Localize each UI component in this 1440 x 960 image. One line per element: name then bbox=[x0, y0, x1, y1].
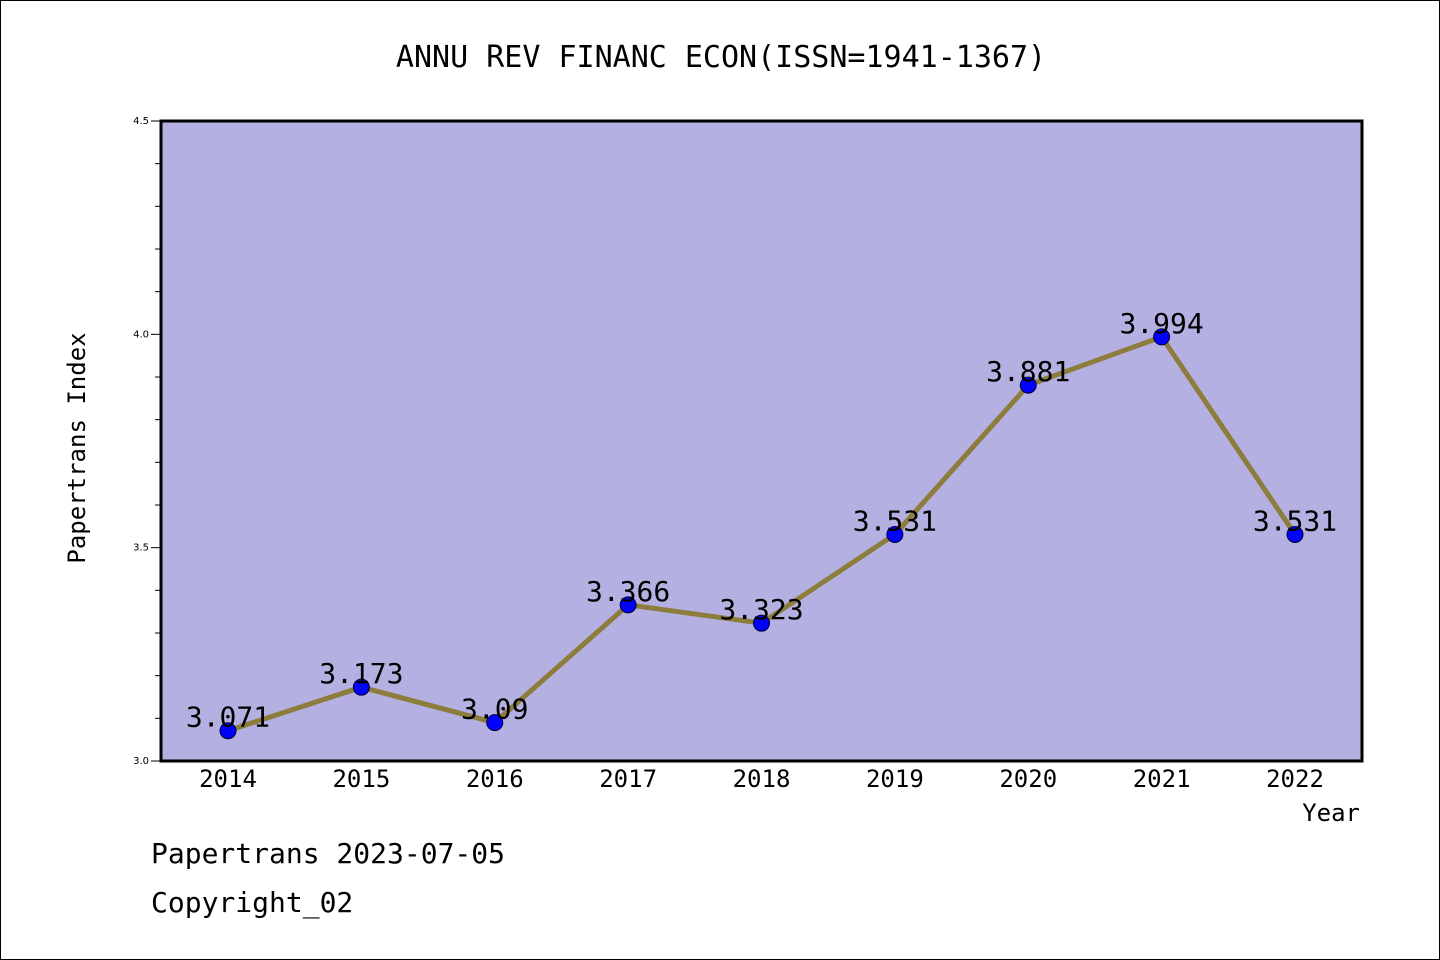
x-tick-label: 2020 bbox=[999, 765, 1057, 793]
series: 3.071 3.173 3.09 3.366 3.323 3.531 3.881 3.994 3… bbox=[186, 307, 1337, 740]
data-label: 3.881 bbox=[986, 355, 1070, 388]
data-point bbox=[753, 614, 770, 632]
data-point bbox=[1286, 525, 1304, 543]
x-tick-label: 2021 bbox=[1133, 765, 1191, 793]
y-tick-label: 4.5 bbox=[133, 116, 149, 127]
footer-copyright: Copyright_02 bbox=[151, 886, 354, 919]
x-tick-label: 2016 bbox=[466, 765, 524, 793]
data-label: 3.071 bbox=[186, 701, 270, 734]
data-point bbox=[219, 722, 237, 740]
plot-area bbox=[159, 119, 1364, 763]
footer-source: Papertrans 2023-07-05 bbox=[151, 837, 506, 870]
y-axis: 3.0 3.5 4.0 4.5 bbox=[133, 116, 161, 767]
data-label: 3.366 bbox=[586, 575, 670, 608]
data-label: 3.531 bbox=[853, 504, 937, 537]
data-label: 3.173 bbox=[319, 657, 403, 690]
data-label: 3.531 bbox=[1253, 504, 1337, 537]
data-point bbox=[1019, 376, 1037, 394]
x-tick-label: 2017 bbox=[599, 765, 657, 793]
data-point bbox=[886, 525, 904, 543]
x-tick-label: 2019 bbox=[866, 765, 924, 793]
data-point bbox=[619, 596, 637, 614]
y-axis-label: Papertrans Index bbox=[63, 332, 91, 563]
data-label: 3.323 bbox=[719, 593, 803, 626]
y-tick-label: 4.0 bbox=[133, 329, 149, 340]
data-label: 3.09 bbox=[461, 693, 528, 726]
x-tick-label: 2015 bbox=[332, 765, 390, 793]
chart-title: ANNU REV FINANC ECON(ISSN=1941-1367) bbox=[396, 40, 1046, 75]
data-point bbox=[1153, 328, 1171, 346]
x-tick-label: 2014 bbox=[199, 765, 257, 793]
x-axis-label: Year bbox=[1302, 799, 1360, 827]
x-tick-label: 2022 bbox=[1266, 765, 1324, 793]
data-label: 3.994 bbox=[1119, 307, 1203, 340]
data-point bbox=[352, 678, 370, 696]
x-tick-label: 2018 bbox=[733, 765, 791, 793]
y-tick-label: 3.5 bbox=[133, 543, 149, 554]
y-tick-label: 3.0 bbox=[133, 756, 149, 767]
data-point bbox=[486, 714, 504, 732]
x-axis: 2014 2015 2016 2017 2018 2019 2020 2021 2022 bbox=[199, 765, 1324, 793]
